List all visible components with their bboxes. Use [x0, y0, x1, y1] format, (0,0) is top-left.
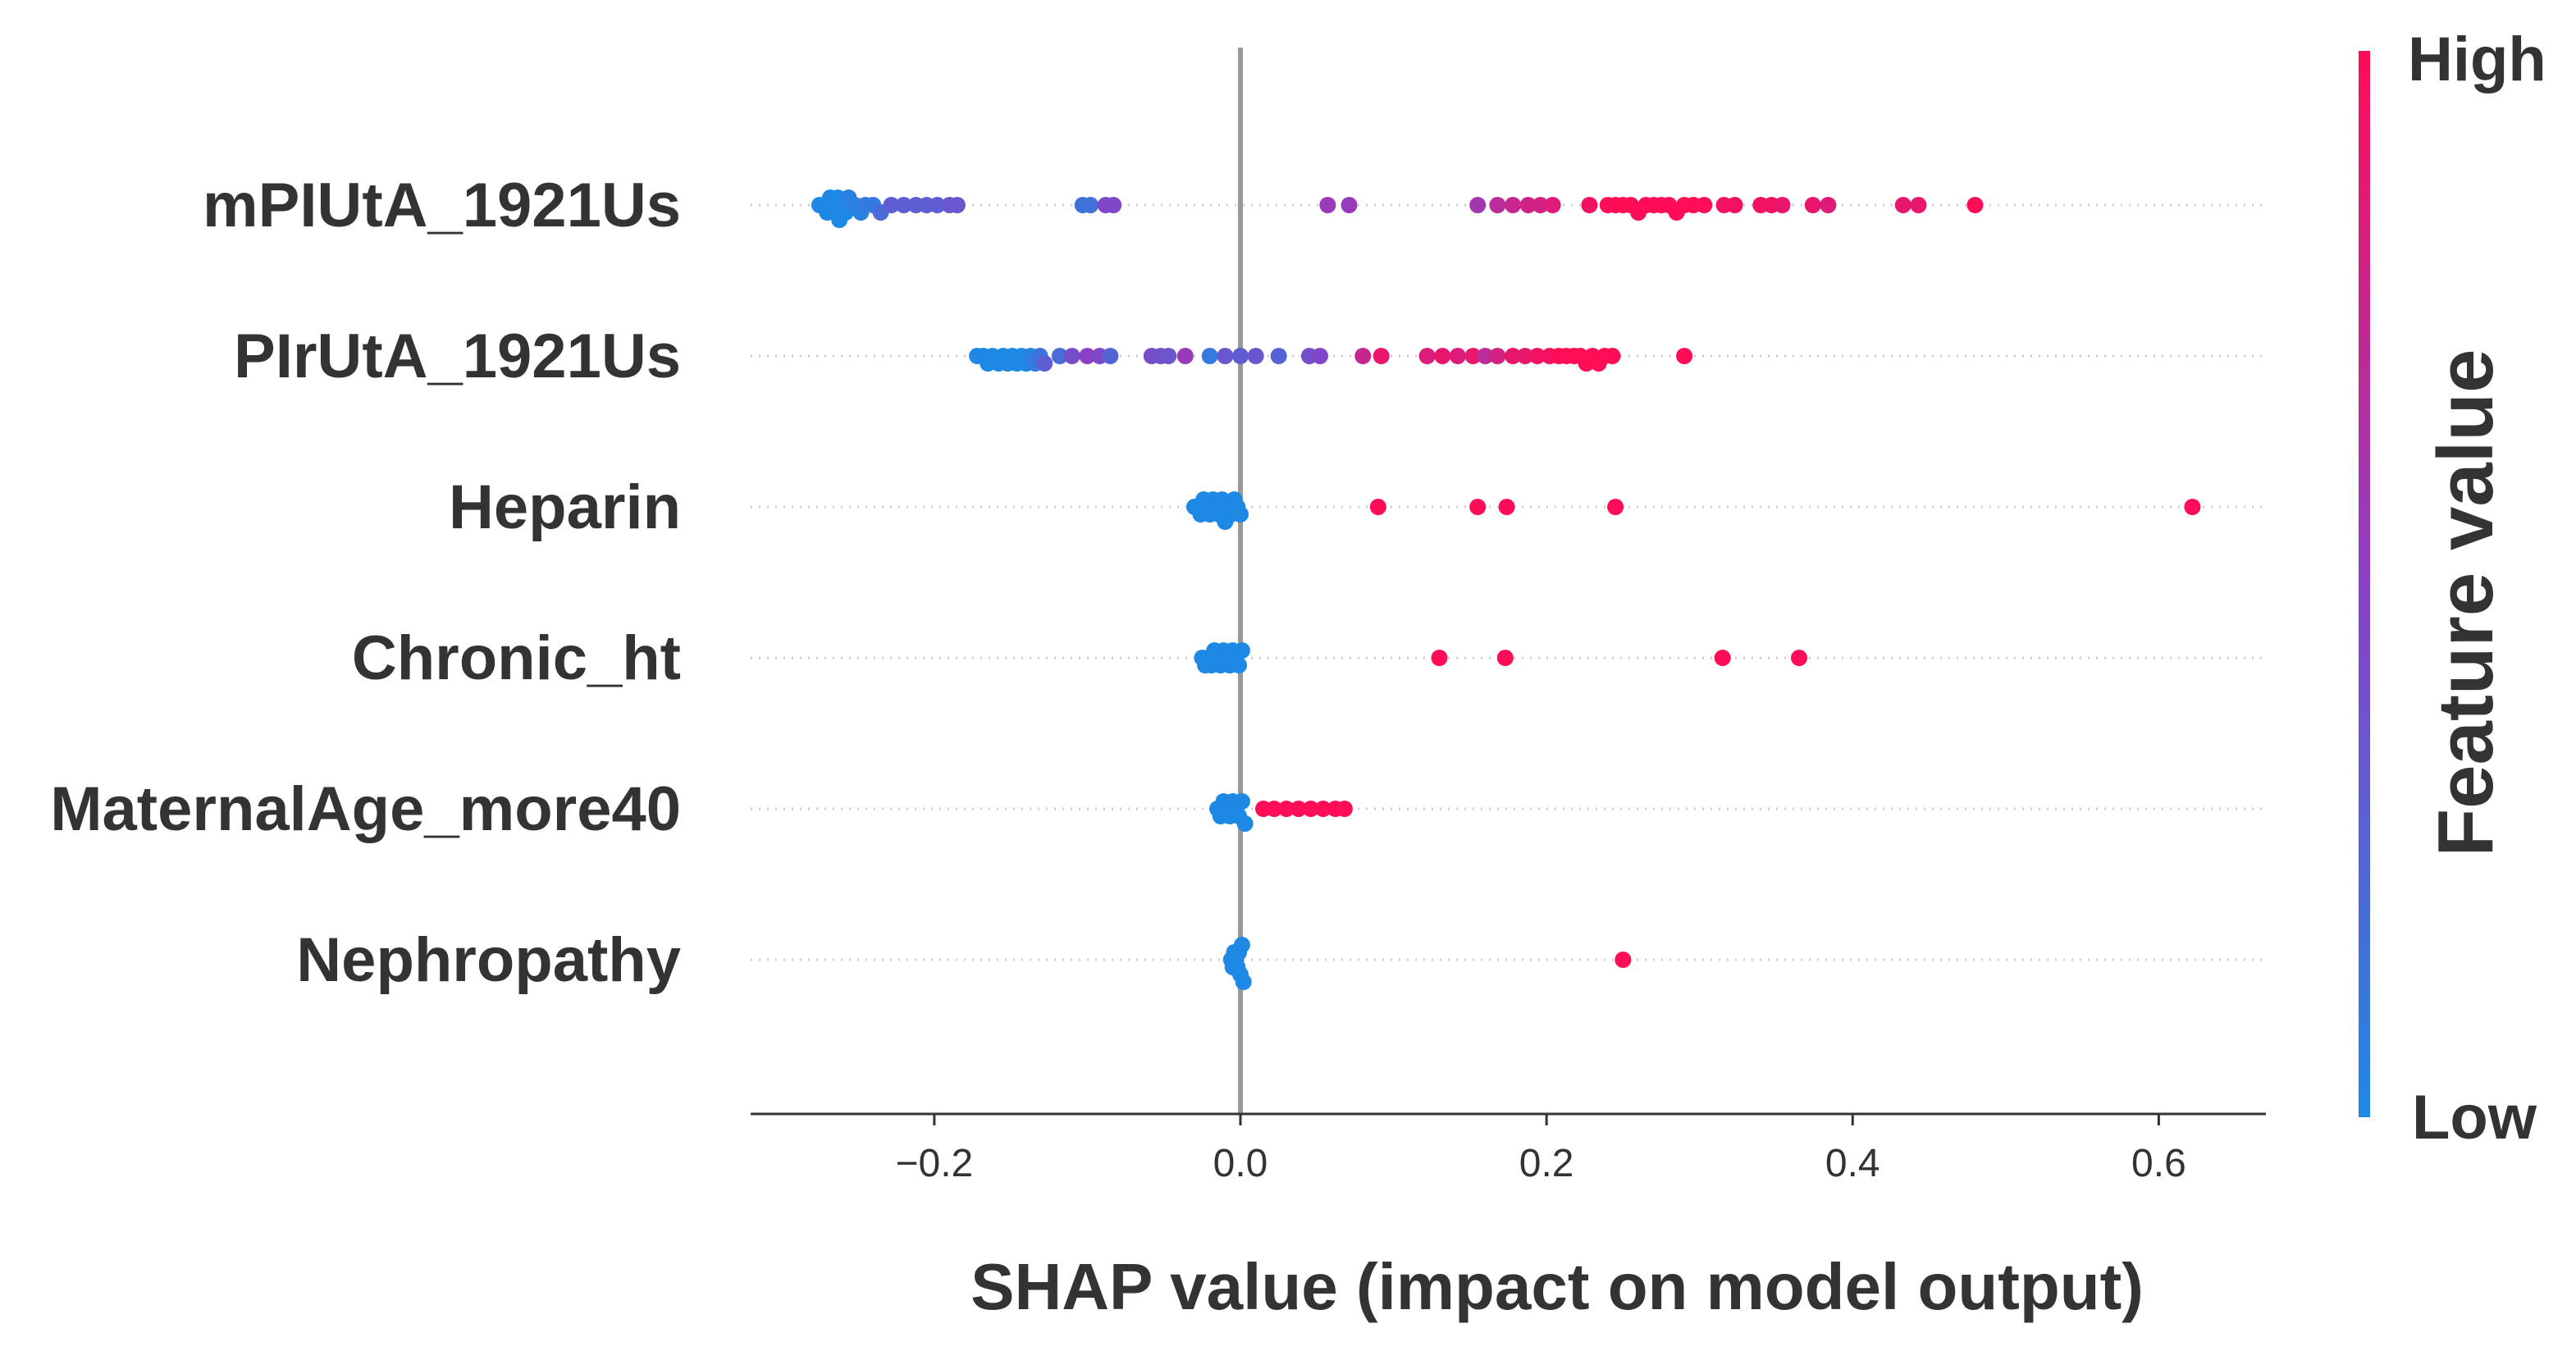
- data-point: [1270, 348, 1287, 364]
- data-point: [1418, 348, 1436, 364]
- data-point: [1233, 937, 1250, 953]
- data-point: [929, 197, 946, 213]
- data-point: [1231, 657, 1248, 673]
- data-point: [1232, 506, 1249, 523]
- data-point: [1910, 197, 1927, 213]
- data-point: [1528, 348, 1546, 364]
- data-point: [1082, 197, 1099, 213]
- data-point: [1290, 801, 1307, 817]
- colorbar-gradient: [2359, 51, 2370, 1117]
- row-gridlines: [751, 203, 2266, 961]
- feature-label: Chronic_ht: [352, 623, 681, 693]
- x-tick-label: 0.0: [1213, 1142, 1268, 1185]
- data-point: [1160, 348, 1177, 364]
- data-point: [1051, 348, 1068, 364]
- data-point: [1469, 197, 1487, 213]
- feature-label: PIrUtA_1921Us: [234, 322, 681, 391]
- data-point: [1604, 348, 1621, 364]
- x-tick-label: 0.2: [1519, 1142, 1574, 1185]
- data-point: [1505, 197, 1522, 213]
- data-point: [1581, 197, 1598, 213]
- data-points: [811, 189, 2201, 990]
- data-point: [1063, 348, 1080, 364]
- data-point: [1369, 499, 1386, 515]
- data-point: [1464, 348, 1482, 364]
- data-point: [1341, 197, 1358, 213]
- data-point: [1232, 348, 1249, 364]
- data-point: [1774, 197, 1791, 213]
- data-point: [1498, 499, 1515, 515]
- x-tick-label: 0.4: [1825, 1142, 1880, 1185]
- data-point: [1607, 499, 1624, 515]
- data-point: [1477, 348, 1494, 364]
- data-point: [1714, 650, 1731, 666]
- feature-label: Nephropathy: [296, 925, 681, 995]
- x-tick-label: −0.2: [895, 1142, 973, 1185]
- feature-label: Heparin: [449, 472, 681, 542]
- colorbar-high-label: High: [2408, 25, 2546, 94]
- data-point: [1266, 801, 1283, 817]
- x-axis: −0.2 0.0 0.2 0.4 0.6: [751, 1112, 2266, 1185]
- data-point: [1894, 197, 1911, 213]
- data-point: [1615, 952, 1632, 968]
- data-point: [1235, 974, 1252, 990]
- data-point: [1176, 348, 1194, 364]
- data-point: [1532, 197, 1549, 213]
- data-point: [1354, 348, 1372, 364]
- data-point: [1519, 197, 1537, 213]
- data-point: [1496, 650, 1514, 666]
- data-point: [1102, 348, 1119, 364]
- data-point: [1079, 348, 1096, 364]
- data-point: [1105, 197, 1122, 213]
- data-point: [1676, 348, 1693, 364]
- data-point: [1696, 197, 1713, 213]
- data-point: [1726, 197, 1743, 213]
- data-point: [1278, 801, 1295, 817]
- data-point: [1489, 197, 1506, 213]
- data-point: [1217, 348, 1234, 364]
- data-point: [948, 197, 966, 213]
- feature-label: MaternalAge_more40: [50, 774, 681, 844]
- data-point: [1804, 197, 1821, 213]
- data-point: [1431, 650, 1448, 666]
- data-point: [2184, 499, 2201, 515]
- data-point: [1449, 348, 1466, 364]
- colorbar-title: Feature value: [2422, 349, 2510, 857]
- data-point: [1233, 793, 1250, 810]
- data-point: [1820, 197, 1837, 213]
- data-point: [1036, 355, 1053, 372]
- data-point: [1544, 197, 1561, 213]
- x-axis-title: SHAP value (impact on model output): [971, 1250, 2144, 1323]
- data-point: [1236, 815, 1254, 832]
- data-point: [1434, 348, 1451, 364]
- colorbar-low-label: Low: [2412, 1083, 2537, 1152]
- data-point: [1233, 642, 1250, 659]
- data-point: [1517, 348, 1533, 364]
- feature-label: mPIUtA_1921Us: [203, 171, 681, 240]
- data-point: [1312, 348, 1328, 364]
- data-point: [1247, 348, 1264, 364]
- data-point: [895, 197, 912, 213]
- data-point: [1302, 801, 1319, 817]
- data-point: [1201, 348, 1218, 364]
- feature-labels: mPIUtA_1921Us PIrUtA_1921Us Heparin Chronic…: [50, 171, 681, 995]
- data-point: [1489, 348, 1506, 364]
- data-point: [1372, 348, 1390, 364]
- data-point: [1336, 801, 1353, 817]
- x-tick-label: 0.6: [2131, 1142, 2186, 1185]
- data-point: [1469, 499, 1487, 515]
- data-point: [1966, 197, 1984, 213]
- data-point: [1505, 348, 1522, 364]
- data-point: [1314, 801, 1331, 817]
- data-point: [883, 197, 900, 213]
- data-point: [1791, 650, 1807, 666]
- colorbar: High Low Feature value: [2359, 25, 2546, 1152]
- data-point: [1319, 197, 1336, 213]
